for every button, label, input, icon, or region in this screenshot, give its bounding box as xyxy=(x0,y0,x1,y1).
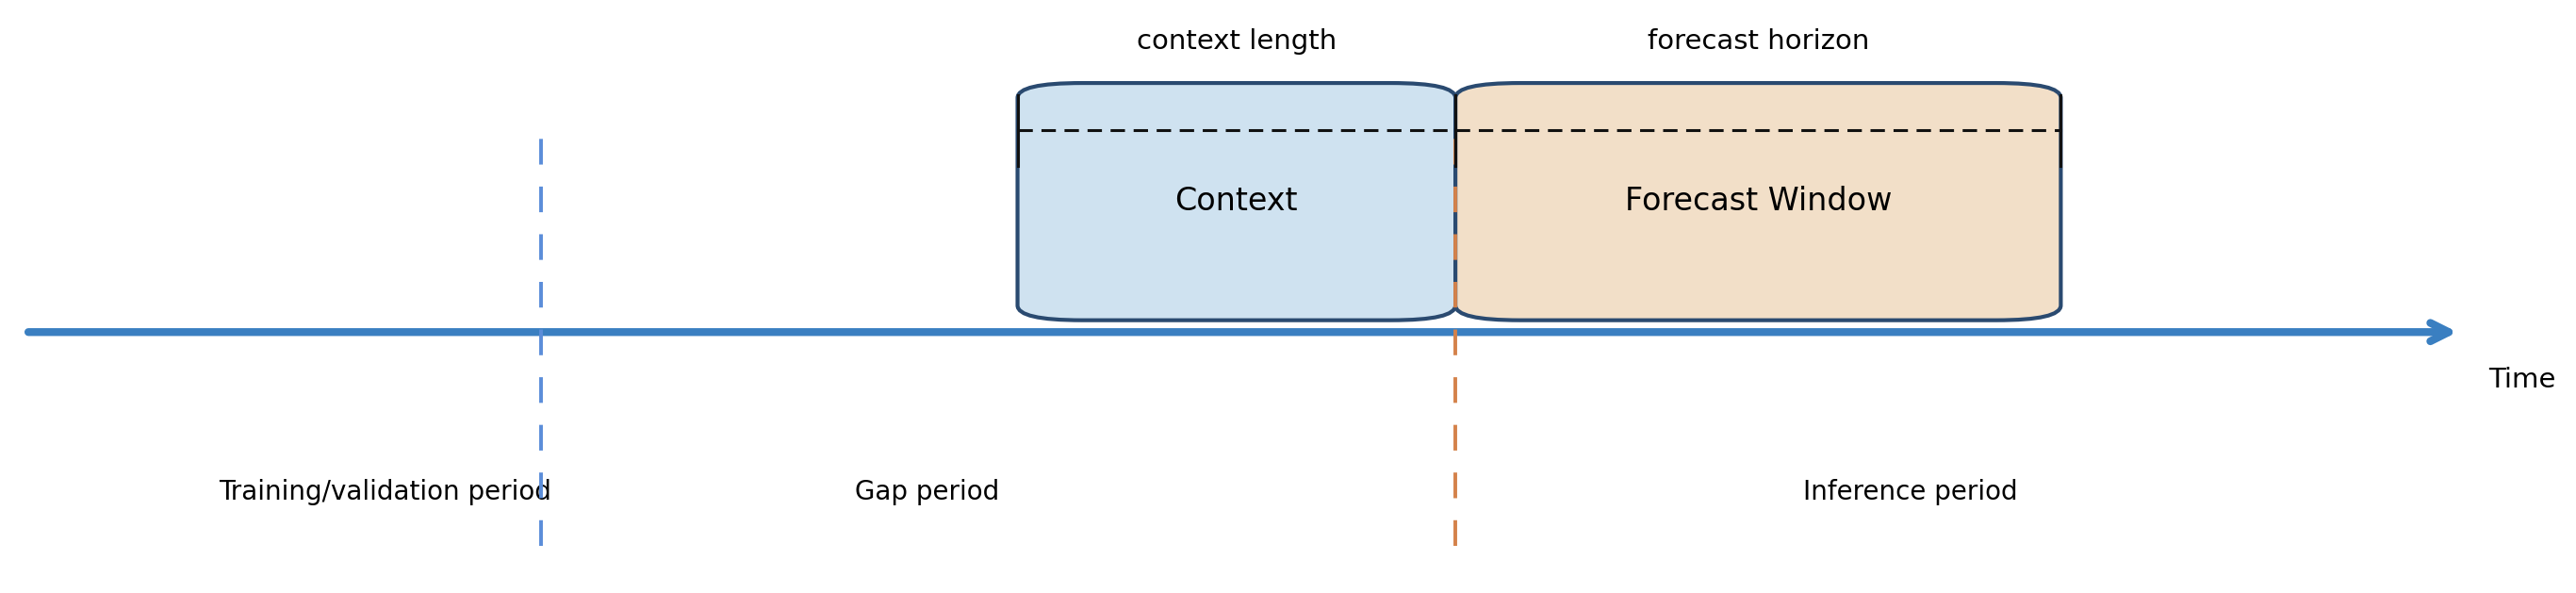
Text: Inference period: Inference period xyxy=(1803,479,2017,505)
Text: Forecast Window: Forecast Window xyxy=(1625,186,1891,217)
Text: Gap period: Gap period xyxy=(855,479,999,505)
Text: Time: Time xyxy=(2488,366,2555,393)
Text: context length: context length xyxy=(1136,28,1337,55)
FancyBboxPatch shape xyxy=(1455,83,2061,320)
Text: Context: Context xyxy=(1175,186,1298,217)
FancyBboxPatch shape xyxy=(1018,83,1455,320)
Text: forecast horizon: forecast horizon xyxy=(1646,28,1870,55)
Text: Training/validation period: Training/validation period xyxy=(219,479,551,505)
